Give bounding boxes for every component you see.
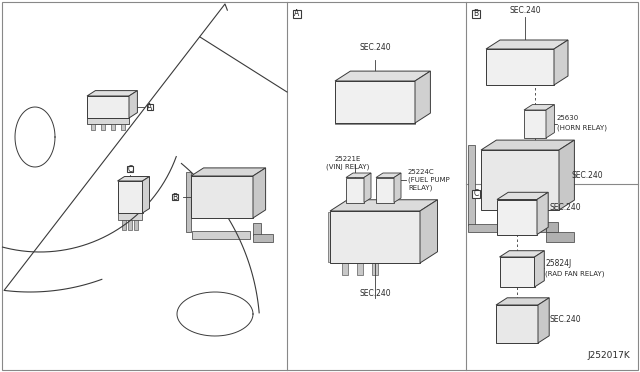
Bar (468, 145, 475, 225)
Polygon shape (376, 173, 401, 177)
Polygon shape (330, 211, 420, 263)
Polygon shape (481, 150, 559, 210)
Polygon shape (420, 200, 438, 263)
Bar (101, 124, 105, 130)
Text: SEC.240: SEC.240 (549, 314, 580, 324)
Text: A: A (294, 10, 300, 19)
Bar (468, 224, 546, 232)
Polygon shape (486, 40, 568, 49)
Polygon shape (538, 298, 549, 343)
Bar (186, 172, 191, 232)
Polygon shape (497, 199, 537, 234)
Polygon shape (87, 118, 129, 124)
Polygon shape (87, 96, 129, 118)
Text: B: B (474, 10, 479, 19)
Bar (134, 220, 138, 230)
Polygon shape (499, 257, 534, 287)
Bar (337, 235, 351, 257)
Text: C: C (127, 164, 132, 173)
Polygon shape (253, 168, 266, 218)
Bar (121, 124, 125, 130)
Bar (546, 222, 558, 232)
Text: J252017K: J252017K (588, 351, 630, 360)
Polygon shape (534, 251, 544, 287)
Polygon shape (415, 71, 430, 123)
Polygon shape (129, 91, 138, 118)
Bar (485, 168, 503, 198)
Polygon shape (364, 173, 371, 202)
Bar (377, 235, 391, 257)
Polygon shape (143, 176, 150, 213)
Bar (546, 232, 574, 242)
Bar (128, 220, 132, 230)
Bar (147, 104, 154, 110)
Polygon shape (330, 200, 438, 211)
Text: (HORN RELAY): (HORN RELAY) (557, 125, 607, 131)
Bar (357, 262, 363, 275)
Polygon shape (559, 140, 575, 210)
Bar (192, 231, 250, 239)
Polygon shape (87, 91, 138, 96)
Polygon shape (554, 40, 568, 85)
Bar (507, 168, 525, 198)
Bar (357, 235, 371, 257)
Polygon shape (524, 110, 546, 138)
Bar (253, 223, 261, 235)
Polygon shape (496, 298, 549, 305)
Polygon shape (496, 305, 538, 343)
Text: SEC.240: SEC.240 (359, 289, 391, 298)
Polygon shape (118, 176, 150, 181)
Bar (472, 10, 479, 17)
Text: SEC.240: SEC.240 (549, 202, 580, 212)
Bar (328, 212, 336, 262)
Text: (FUEL PUMP: (FUEL PUMP (408, 177, 450, 183)
Polygon shape (118, 181, 143, 213)
Polygon shape (191, 168, 266, 176)
Bar (122, 220, 126, 230)
Bar (172, 194, 179, 200)
Bar (372, 262, 378, 275)
Bar (472, 190, 479, 198)
Text: A: A (147, 103, 152, 112)
Text: 25824J: 25824J (545, 260, 572, 269)
Text: (RAD FAN RELAY): (RAD FAN RELAY) (545, 271, 605, 277)
Polygon shape (497, 192, 548, 199)
Text: C: C (474, 189, 479, 199)
Text: SEC.240: SEC.240 (572, 170, 604, 180)
Polygon shape (191, 176, 253, 218)
Polygon shape (394, 173, 401, 202)
Text: 25630: 25630 (557, 115, 579, 121)
Text: SEC.240: SEC.240 (509, 6, 541, 15)
Text: SEC.240: SEC.240 (359, 43, 391, 52)
Bar (335, 119, 415, 124)
Bar (529, 168, 547, 198)
Bar (127, 166, 133, 172)
Polygon shape (524, 105, 554, 110)
Bar (342, 262, 348, 275)
Bar (91, 124, 95, 130)
Bar (111, 124, 115, 130)
Polygon shape (335, 81, 415, 123)
Bar (293, 10, 301, 17)
Polygon shape (486, 49, 554, 85)
Text: RELAY): RELAY) (408, 185, 433, 191)
Polygon shape (499, 251, 544, 257)
Bar (338, 212, 346, 262)
Text: 25224C: 25224C (408, 169, 435, 175)
Bar (397, 235, 411, 257)
Bar (118, 212, 142, 220)
Polygon shape (481, 140, 575, 150)
Polygon shape (376, 177, 394, 202)
Polygon shape (346, 177, 364, 202)
Text: 25221E: 25221E (335, 156, 361, 162)
Polygon shape (335, 71, 430, 81)
Bar (253, 234, 273, 242)
Text: B: B (172, 192, 177, 202)
Polygon shape (346, 173, 371, 177)
Text: (VINJ RELAY): (VINJ RELAY) (326, 164, 370, 170)
Polygon shape (546, 105, 554, 138)
Polygon shape (537, 192, 548, 234)
